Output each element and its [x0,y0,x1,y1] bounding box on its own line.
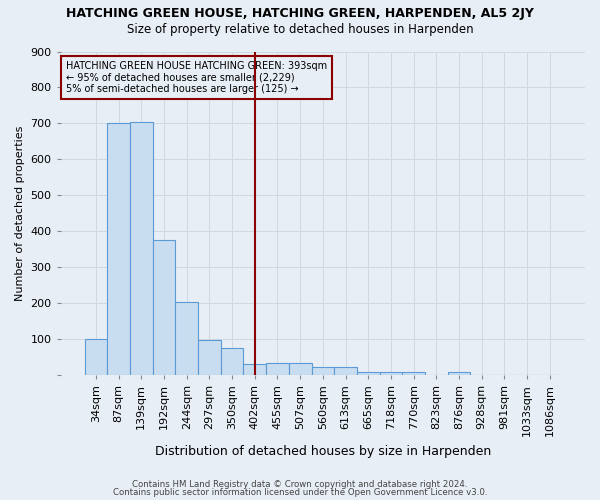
Bar [107,124,130,376]
X-axis label: Distribution of detached houses by size in Harpenden: Distribution of detached houses by size … [155,444,491,458]
Bar [244,364,266,376]
Text: Contains public sector information licensed under the Open Government Licence v3: Contains public sector information licen… [113,488,487,497]
Text: HATCHING GREEN HOUSE HATCHING GREEN: 393sqm
← 95% of detached houses are smaller: HATCHING GREEN HOUSE HATCHING GREEN: 393… [66,61,327,94]
Bar [311,368,334,376]
Bar [130,122,152,376]
Text: Contains HM Land Registry data © Crown copyright and database right 2024.: Contains HM Land Registry data © Crown c… [132,480,468,489]
Bar [152,240,175,376]
Bar [357,372,380,376]
Bar [448,372,470,376]
Bar [334,368,357,376]
Bar [221,348,244,376]
Bar [266,364,289,376]
Text: HATCHING GREEN HOUSE, HATCHING GREEN, HARPENDEN, AL5 2JY: HATCHING GREEN HOUSE, HATCHING GREEN, HA… [66,8,534,20]
Y-axis label: Number of detached properties: Number of detached properties [15,126,25,301]
Bar [175,302,198,376]
Bar [85,340,107,376]
Bar [198,340,221,376]
Bar [380,372,402,376]
Text: Size of property relative to detached houses in Harpenden: Size of property relative to detached ho… [127,22,473,36]
Bar [289,364,311,376]
Bar [402,372,425,376]
